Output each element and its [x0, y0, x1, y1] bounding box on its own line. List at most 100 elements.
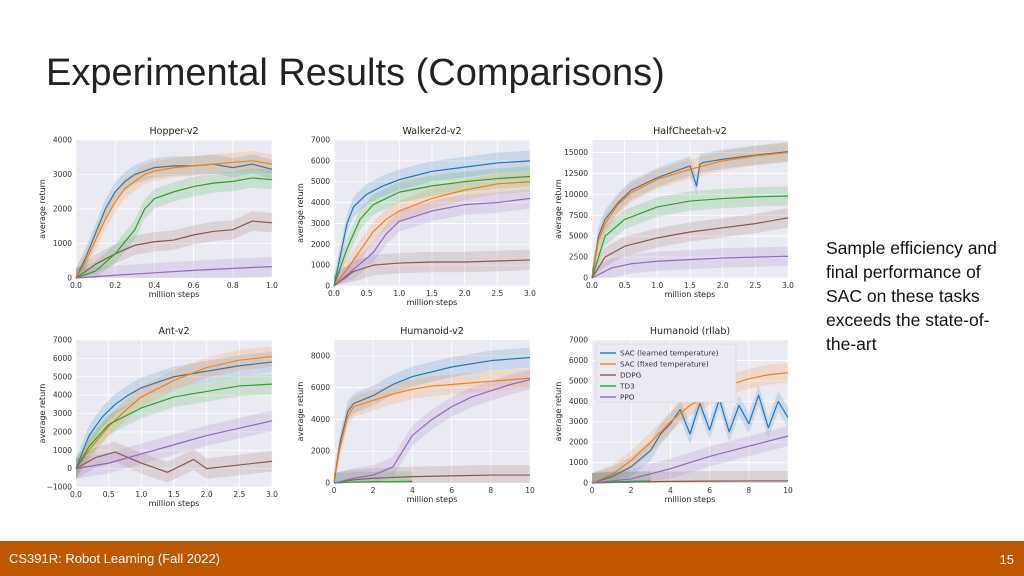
chart-hopper-v2-series-ppo-line: [75, 266, 273, 279]
chart-humanoid-v2-y-tick-label: 2000: [311, 447, 330, 456]
chart-walker2d-v2-x-tick-label: 2.5: [491, 289, 503, 298]
chart-halfcheetah-v2-series-ppo-band: [592, 246, 788, 278]
chart-humanoid-rllab-legend-box: [595, 343, 737, 403]
chart-walker2d-v2-y-tick-label: 3000: [311, 219, 330, 228]
chart-halfcheetah-v2-x-label: million steps: [665, 290, 716, 299]
chart-halfcheetah-v2-y-tick-label: 5000: [569, 232, 588, 241]
chart-walker2d-v2-series-td3-band: [334, 166, 530, 286]
chart-ant-v2-y-tick-label: 5000: [53, 372, 72, 381]
chart-humanoid-v2-x-label: million steps: [407, 495, 458, 504]
chart-humanoid-rllab-y-label: average return: [554, 382, 563, 442]
chart-ant-v2-series-sac-fixed-temperature-line: [75, 355, 273, 469]
chart-humanoid-rllab-x-tick-label: 8: [746, 486, 751, 495]
chart-hopper-v2-y-tick-label: 0: [67, 274, 72, 283]
chart-walker2d-v2-y-tick-label: 0: [325, 282, 330, 291]
chart-hopper-v2-y-tick-label: 4000: [53, 136, 72, 145]
chart-humanoid-rllab-series-ppo-band: [592, 426, 788, 483]
chart-humanoid-rllab-legend-entry: SAC (learned temperature): [620, 349, 719, 358]
chart-hopper-v2-x-tick-label: 0.0: [70, 281, 82, 290]
chart-ant-v2-title: Ant-v2: [158, 326, 189, 337]
chart-hopper-v2-series-ddpg-line: [75, 220, 273, 279]
chart-humanoid-rllab-series-td3-band: [592, 470, 651, 483]
chart-humanoid-v2-series-ppo-band: [334, 369, 530, 483]
chart-walker2d-v2-y-tick-label: 5000: [311, 177, 330, 186]
chart-hopper-v2-x-tick-label: 0.6: [188, 281, 200, 290]
chart-hopper-v2-x-tick-label: 1.0: [266, 281, 278, 290]
chart-halfcheetah-v2-x-tick-label: 1.0: [651, 281, 663, 290]
chart-humanoid-v2-x-tick-label: 0: [332, 486, 337, 495]
chart-walker2d-v2-x-label: million steps: [407, 298, 458, 307]
chart-halfcheetah-v2-series-td3-band: [592, 186, 788, 278]
chart-hopper-v2-y-label: average return: [38, 179, 47, 239]
chart-walker2d-v2-series-ddpg-band: [334, 249, 530, 286]
chart-hopper-v2-x-tick-label: 0.2: [109, 281, 121, 290]
footer-bar: CS391R: Robot Learning (Fall 2022) 15: [0, 541, 1024, 576]
chart-humanoid-rllab-legend-entry: TD3: [619, 382, 635, 391]
chart-ant-v2-y-tick-label: −1000: [47, 483, 73, 492]
chart-ant-v2-series-td3-band: [76, 373, 272, 479]
chart-humanoid-rllab-y-tick-label: 1000: [569, 458, 588, 467]
chart-humanoid-rllab-y-tick-label: 0: [583, 479, 588, 488]
chart-walker2d-v2-y-tick-label: 7000: [311, 136, 330, 145]
chart-humanoid-v2-y-tick-label: 8000: [311, 351, 330, 360]
chart-humanoid-v2-series-sac-learned-temperature-line: [333, 356, 531, 484]
chart-ant-v2-series-ddpg-line: [75, 451, 273, 473]
chart-ant-v2-y-tick-label: 3000: [53, 409, 72, 418]
chart-walker2d-v2-series-td3-line: [333, 175, 531, 287]
chart-ant-v2-y-tick-label: 2000: [53, 427, 72, 436]
chart-halfcheetah-v2-x-tick-label: 3.0: [782, 281, 794, 290]
chart-walker2d-v2-y-label: average return: [296, 183, 305, 243]
chart-halfcheetah-v2-x-tick-label: 0.0: [586, 281, 598, 290]
chart-humanoid-v2-x-tick-label: 2: [371, 486, 376, 495]
chart-ant-v2-y-tick-label: 4000: [53, 391, 72, 400]
chart-walker2d-v2-x-tick-label: 1.5: [426, 289, 438, 298]
chart-halfcheetah-v2-y-tick-label: 15000: [564, 148, 588, 157]
chart-hopper-v2-series-sac-fixed-temperature-line: [75, 160, 273, 279]
chart-ant-v2-series-ddpg-band: [76, 441, 272, 483]
page-number: 15: [999, 552, 1014, 567]
chart-humanoid-v2-series-ddpg-band: [334, 465, 530, 483]
chart-humanoid-v2-y-tick-label: 4000: [311, 415, 330, 424]
chart-halfcheetah-v2-series-sac-fixed-temperature-line: [591, 151, 789, 279]
chart-ant-v2-y-tick-label: 0: [67, 464, 72, 473]
chart-halfcheetah-v2: 0.0 0.5 1.0 1.5 2.0 2.5 3.0 0 2500 5000 7500 10000 1…: [554, 126, 794, 299]
chart-ant-v2-series-td3-line: [75, 383, 273, 469]
chart-halfcheetah-v2-x-tick-label: 2.5: [749, 281, 761, 290]
chart-halfcheetah-v2-x-tick-label: 2.0: [717, 281, 729, 290]
chart-halfcheetah-v2-y-tick-label: 2500: [569, 253, 588, 262]
chart-hopper-v2-title: Hopper-v2: [150, 126, 199, 137]
chart-humanoid-rllab-x-tick-label: 0: [590, 486, 595, 495]
chart-humanoid-rllab-y-tick-label: 2000: [569, 438, 588, 447]
chart-hopper-v2-series-ddpg-band: [76, 211, 272, 278]
chart-hopper-v2-x-label: million steps: [149, 290, 200, 299]
chart-humanoid-rllab-series-ddpg-band: [592, 470, 788, 483]
chart-halfcheetah-v2-y-label: average return: [554, 179, 563, 239]
chart-walker2d-v2-series-ppo-line: [333, 197, 531, 287]
chart-walker2d-v2-series-ppo-band: [334, 188, 530, 286]
chart-ant-v2-x-tick-label: 3.0: [266, 490, 278, 499]
chart-walker2d-v2-x-tick-label: 2.0: [459, 289, 471, 298]
chart-halfcheetah-v2-y-tick-label: 12500: [564, 169, 588, 178]
chart-humanoid-rllab-y-tick-label: 7000: [569, 336, 588, 345]
chart-hopper-v2-y-tick-label: 1000: [53, 239, 72, 248]
chart-ant-v2-x-tick-label: 2.5: [233, 490, 245, 499]
chart-hopper-v2-series-ppo-band: [76, 256, 272, 278]
chart-halfcheetah-v2-series-ppo-line: [591, 255, 789, 279]
charts-grid: 0.0 0.2 0.4 0.6 0.8 1.001000200030004000Hoppe…: [38, 126, 794, 508]
chart-halfcheetah-v2-series-sac-fixed-temperature-band: [592, 142, 788, 278]
chart-hopper-v2-series-td3-line: [75, 177, 273, 279]
chart-humanoid-v2-series-td3-line: [333, 480, 413, 484]
chart-humanoid-v2: 0 2 4 6 8 10 0 2000 4000 6000 8000 Humanoid-v2 milli…: [296, 326, 535, 504]
chart-halfcheetah-v2-y-tick-label: 0: [583, 274, 588, 283]
chart-halfcheetah-v2-x-tick-label: 0.5: [619, 281, 631, 290]
chart-humanoid-rllab-x-tick-label: 4: [668, 486, 673, 495]
chart-halfcheetah-v2-series-ddpg-line: [591, 217, 789, 279]
chart-ant-v2: 0.0 0.5 1.0 1.5 2.0 2.5 3.0 −1000 0 1000 2000 3000 4…: [38, 326, 278, 508]
chart-humanoid-v2-y-tick-label: 6000: [311, 383, 330, 392]
chart-ant-v2-x-tick-label: 1.0: [135, 490, 147, 499]
chart-humanoid-rllab-series-sac-fixed-temperature-line: [591, 372, 789, 484]
chart-humanoid-v2-plot-area: [334, 340, 530, 483]
chart-walker2d-v2: 0.0 0.5 1.0 1.5 2.0 2.5 3.0 0 1000 2000 3000 4000 50…: [296, 126, 536, 307]
chart-walker2d-v2-y-tick-label: 1000: [311, 261, 330, 270]
chart-walker2d-v2-series-sac-learned-temperature-band: [334, 150, 530, 286]
